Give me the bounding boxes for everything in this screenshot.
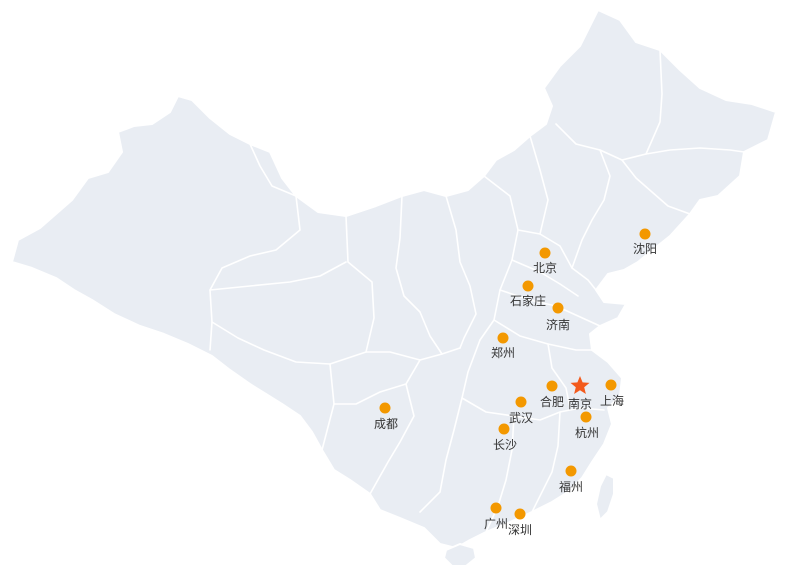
city-label: 广州 — [484, 517, 508, 531]
city-guangzhou[interactable]: 广州 — [484, 502, 508, 532]
city-dot-icon — [514, 508, 526, 520]
city-hefei[interactable]: 合肥 — [540, 380, 564, 410]
province-borders — [209, 49, 745, 533]
city-label: 合肥 — [540, 394, 564, 409]
city-dot-icon — [522, 280, 534, 292]
city-label: 上海 — [600, 393, 624, 408]
city-dot-icon — [639, 228, 651, 240]
city-label: 武汉 — [509, 411, 533, 425]
city-wuhan[interactable]: 武汉 — [509, 396, 533, 426]
city-dot-icon — [546, 380, 558, 392]
city-label: 济南 — [546, 317, 570, 332]
city-fuzhou[interactable]: 福州 — [559, 465, 583, 495]
city-beijing[interactable]: 北京 — [533, 247, 557, 276]
city-shenzhen[interactable]: 深圳 — [508, 508, 532, 538]
city-label: 南京 — [568, 396, 592, 411]
capital-star-icon — [570, 376, 590, 394]
city-nanjing[interactable]: 南京 — [568, 376, 592, 411]
city-label: 郑州 — [491, 345, 515, 360]
city-label: 北京 — [533, 261, 557, 275]
city-label: 沈阳 — [633, 241, 657, 256]
city-chengdu[interactable]: 成都 — [374, 402, 398, 432]
city-label: 深圳 — [508, 523, 532, 537]
city-dot-icon — [605, 379, 617, 391]
city-label: 成都 — [374, 417, 398, 431]
city-markers: 北京 沈阳 石家庄 济南 郑州 合肥 — [374, 228, 657, 538]
city-dot-icon — [565, 465, 577, 477]
taiwan-island — [595, 473, 615, 521]
hainan-island — [443, 543, 477, 567]
city-dot-icon — [490, 502, 502, 514]
city-shanghai[interactable]: 上海 — [600, 379, 624, 409]
city-dot-icon — [580, 411, 592, 423]
city-jinan[interactable]: 济南 — [546, 302, 570, 333]
city-label: 福州 — [559, 479, 583, 494]
city-hangzhou[interactable]: 杭州 — [575, 411, 599, 441]
city-dot-icon — [497, 332, 509, 344]
city-dot-icon — [552, 302, 564, 314]
city-dot-icon — [498, 423, 510, 435]
city-dot-icon — [379, 402, 391, 414]
city-zhengzhou[interactable]: 郑州 — [491, 332, 515, 361]
city-dot-icon — [539, 247, 551, 259]
city-label: 杭州 — [575, 425, 599, 440]
city-label: 长沙 — [493, 438, 517, 452]
city-dot-icon — [515, 396, 527, 408]
city-changsha[interactable]: 长沙 — [493, 423, 517, 453]
city-shenyang[interactable]: 沈阳 — [633, 228, 657, 257]
city-shijiazhuang[interactable]: 石家庄 — [510, 280, 546, 309]
city-label: 石家庄 — [510, 293, 546, 308]
